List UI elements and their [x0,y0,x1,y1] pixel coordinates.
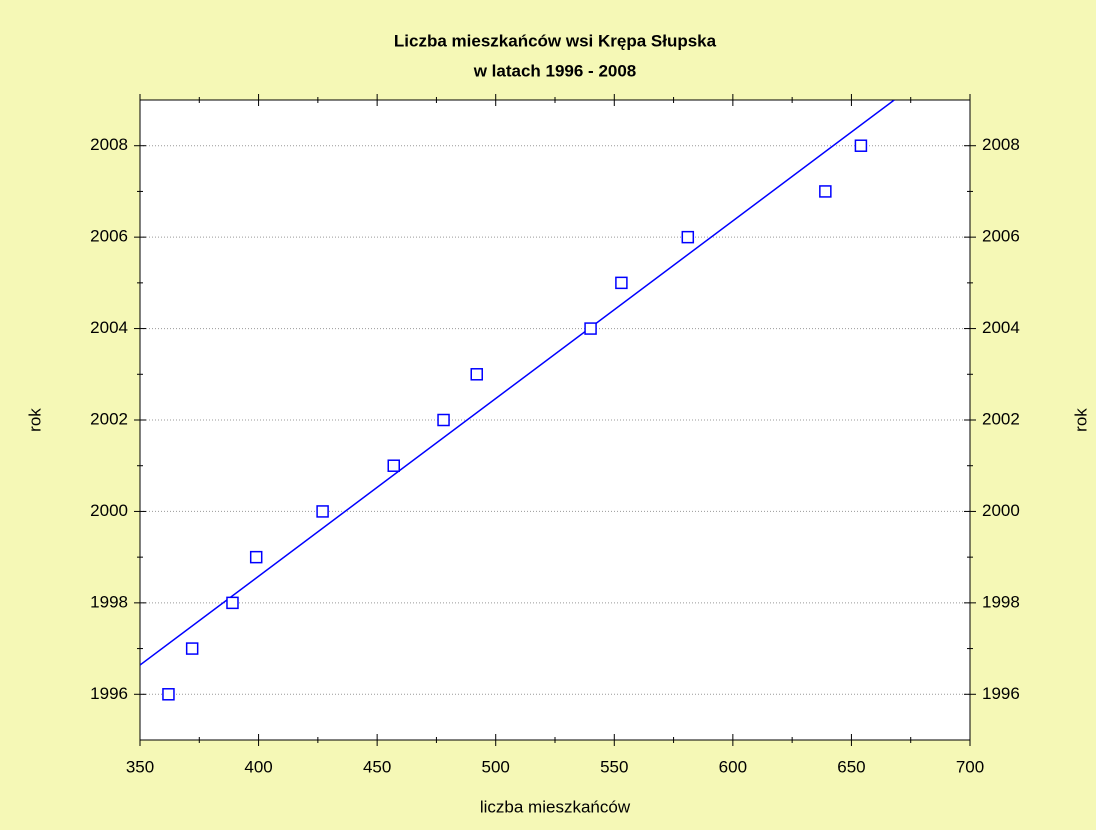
point [162,688,175,701]
point [681,230,695,244]
y-tick-label: 2002 [90,409,128,428]
x-tick-label: 600 [719,757,747,776]
point [185,642,199,655]
y-tick-label: 2004 [982,318,1020,337]
point [819,185,832,198]
point [226,596,239,610]
x-tick-label: 700 [956,757,984,776]
x-tick-label: 550 [600,757,628,776]
y-tick-label: 2008 [90,135,128,154]
y-tick-label: 2008 [982,135,1020,154]
x-tick-label: 500 [482,757,510,776]
y-axis-label: rok [25,408,44,432]
point [437,413,450,427]
point [387,459,400,472]
y-tick-label: 1998 [90,592,128,611]
x-tick-label: 650 [837,757,865,776]
x-tick-label: 450 [363,757,391,776]
y-tick-label: 1996 [90,684,128,703]
point [470,368,483,381]
point [249,550,263,564]
chart-title: Liczba mieszkańców wsi Krępa Słupska [394,31,717,50]
point [316,505,329,518]
point [615,276,628,290]
y-tick-label: 2002 [982,409,1020,428]
y-tick-label: 2004 [90,318,128,337]
point [584,322,597,335]
point [854,139,868,152]
x-axis-label: liczba mieszkańców [480,797,631,816]
y-tick-label: 1998 [982,592,1020,611]
y-tick-label: 2000 [982,501,1020,520]
x-tick-label: 400 [244,757,272,776]
y-tick-label: 2006 [982,227,1020,246]
chart-title: w latach 1996 - 2008 [473,61,637,80]
y-tick-label: 1996 [982,684,1020,703]
y-tick-label: 2000 [90,501,128,520]
y-axis-label: rok [1071,408,1090,432]
regression-line [140,100,895,666]
y-tick-label: 2006 [90,227,128,246]
x-tick-label: 350 [126,757,154,776]
